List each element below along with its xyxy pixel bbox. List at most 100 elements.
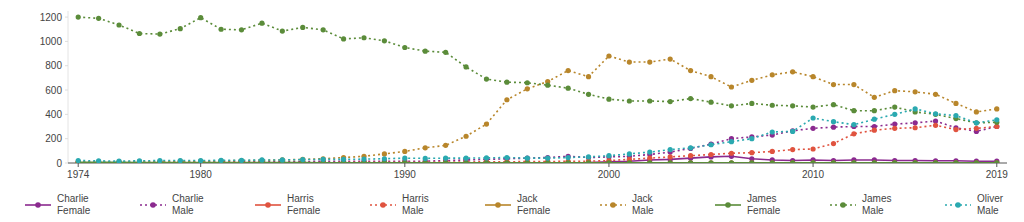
legend-marker — [35, 202, 41, 208]
point — [749, 101, 754, 106]
legend-label-line: Charlie — [172, 193, 204, 204]
legend-item: CharlieFemale — [25, 193, 91, 216]
legend-marker — [725, 202, 731, 208]
x-tick — [813, 163, 814, 167]
point — [749, 136, 754, 141]
point — [872, 160, 877, 163]
point — [831, 82, 836, 87]
legend-label-line: Female — [517, 205, 551, 216]
point — [974, 120, 979, 125]
point — [974, 160, 979, 163]
point — [157, 32, 162, 37]
point — [157, 158, 162, 163]
point — [423, 145, 428, 150]
point — [953, 160, 958, 163]
point — [851, 131, 856, 136]
point — [402, 160, 407, 163]
point — [994, 160, 999, 163]
point — [545, 155, 550, 160]
legend-marker — [265, 202, 271, 208]
legend-item: JamesFemale — [715, 193, 781, 216]
point — [913, 160, 918, 163]
point — [566, 160, 571, 163]
point — [831, 141, 836, 146]
point — [178, 159, 183, 163]
legend-label: OliverMale — [977, 193, 1004, 216]
point — [953, 160, 958, 163]
point — [525, 156, 530, 161]
point — [810, 126, 815, 131]
point — [586, 160, 591, 163]
point — [933, 123, 938, 128]
x-tick-label: 2010 — [802, 169, 825, 180]
point — [851, 160, 856, 163]
point — [933, 92, 938, 97]
point — [361, 157, 366, 162]
point — [729, 160, 734, 163]
point — [708, 160, 713, 163]
y-tick-label: 400 — [45, 109, 62, 120]
legend-label: HarrisFemale — [287, 193, 321, 216]
series-line — [78, 121, 997, 162]
legend-item: JamesMale — [830, 193, 891, 216]
point — [892, 160, 897, 163]
point — [913, 160, 918, 163]
point — [770, 160, 775, 163]
point — [280, 157, 285, 162]
point — [831, 160, 836, 163]
point — [443, 50, 448, 55]
point — [913, 125, 918, 130]
point — [668, 99, 673, 104]
point — [218, 27, 223, 32]
point — [913, 160, 918, 163]
point — [321, 157, 326, 162]
legend-label: JamesFemale — [747, 193, 781, 216]
point — [892, 126, 897, 131]
point — [892, 88, 897, 93]
point — [463, 160, 468, 163]
point — [953, 101, 958, 106]
point — [443, 160, 448, 163]
legend-item: JackFemale — [485, 193, 551, 216]
point — [484, 76, 489, 81]
legend-item: CharlieMale — [140, 193, 204, 216]
point — [708, 142, 713, 147]
point — [770, 160, 775, 163]
point — [933, 111, 938, 116]
point — [790, 160, 795, 163]
point — [647, 59, 652, 64]
point — [321, 156, 326, 161]
legend-label-line: James — [747, 193, 776, 204]
point — [810, 74, 815, 79]
point — [933, 160, 938, 163]
point — [770, 149, 775, 154]
point — [76, 158, 81, 163]
point — [831, 125, 836, 130]
point — [810, 146, 815, 151]
legend-marker — [380, 202, 386, 208]
point — [872, 160, 877, 163]
legend-item: HarrisMale — [370, 193, 429, 216]
point — [729, 139, 734, 144]
point — [953, 113, 958, 118]
point — [708, 74, 713, 79]
legend-label: JackMale — [632, 193, 654, 216]
point — [994, 106, 999, 111]
point — [994, 117, 999, 122]
legend-item: HarrisFemale — [255, 193, 321, 216]
legend: CharlieFemaleCharlieMaleHarrisFemaleHarr… — [25, 193, 1004, 216]
point — [280, 157, 285, 162]
point — [443, 160, 448, 163]
legend-marker — [150, 202, 156, 208]
legend-label: CharlieMale — [172, 193, 204, 216]
x-tick-label: 1990 — [394, 169, 417, 180]
point — [382, 156, 387, 161]
series-line — [78, 162, 997, 163]
x-tick-label: 2019 — [986, 169, 1009, 180]
legend-label-line: Male — [862, 205, 884, 216]
point — [770, 103, 775, 108]
point — [790, 147, 795, 152]
point — [443, 160, 448, 163]
point — [382, 151, 387, 156]
y-tick-label: 600 — [45, 85, 62, 96]
